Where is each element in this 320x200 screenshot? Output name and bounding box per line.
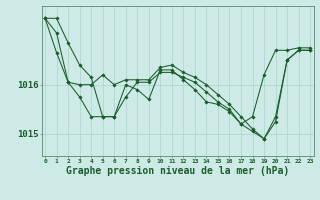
X-axis label: Graphe pression niveau de la mer (hPa): Graphe pression niveau de la mer (hPa) [66,166,289,176]
